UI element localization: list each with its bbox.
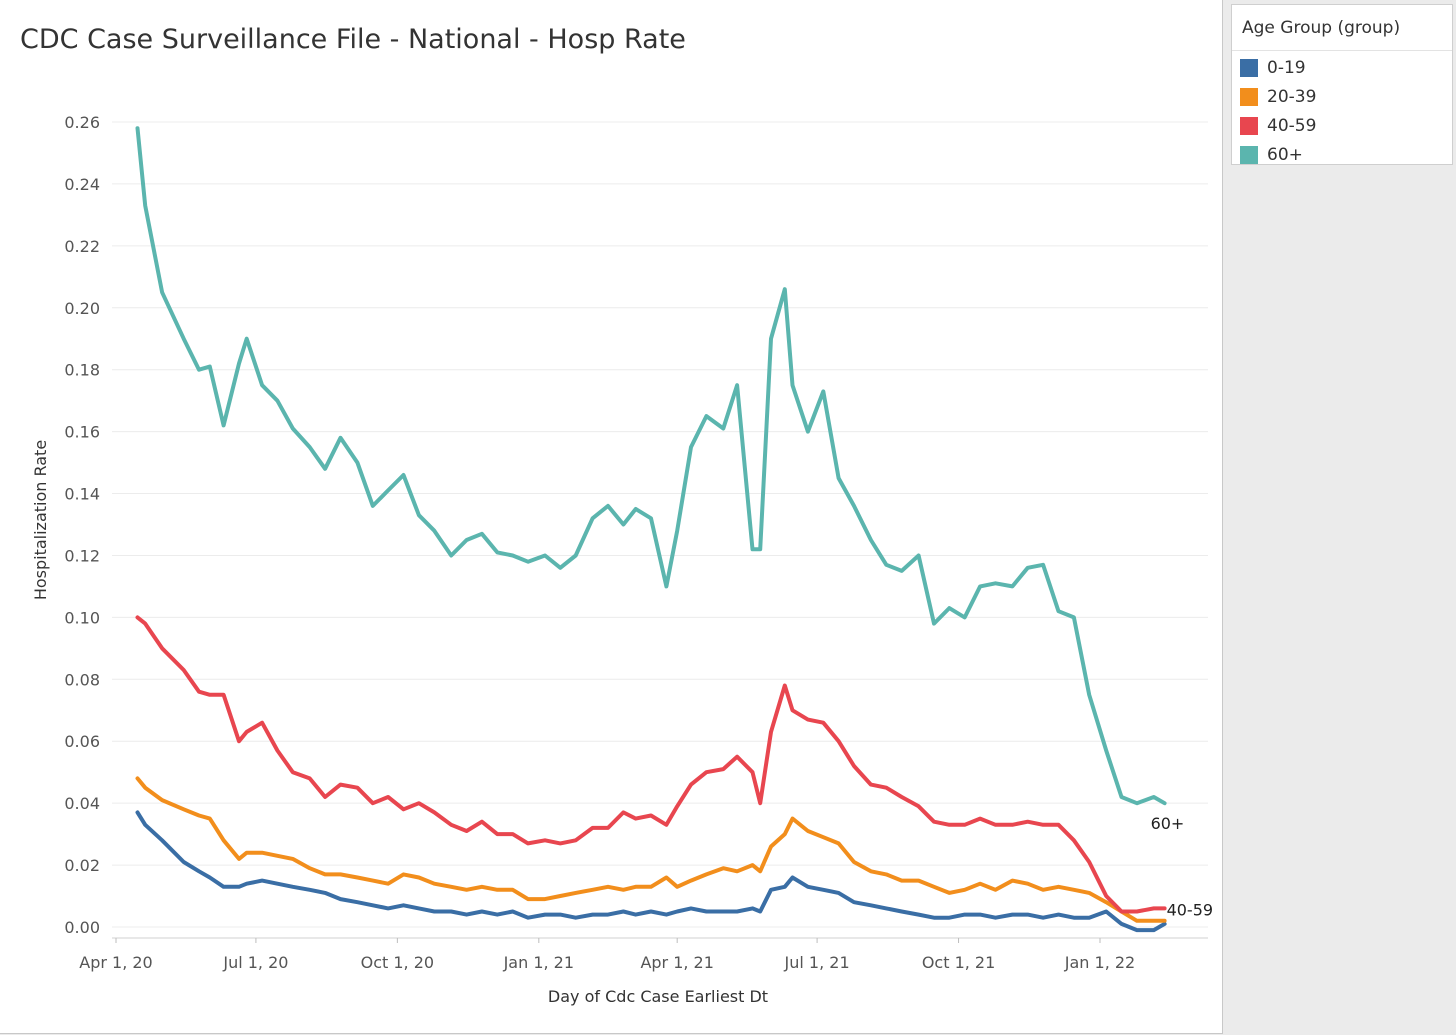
legend-swatch	[1240, 59, 1258, 77]
legend-title: Age Group (group)	[1242, 18, 1401, 38]
legend-item-60-plus[interactable]: 60+	[1240, 144, 1440, 166]
x-axis-title: Day of Cdc Case Earliest Dt	[548, 987, 768, 1006]
series-line-20-39	[135, 776, 1167, 923]
y-tick-label: 0.24	[64, 175, 100, 194]
y-tick-label: 0.16	[64, 423, 100, 442]
legend-label: 40-59	[1267, 116, 1317, 136]
chart-panel: CDC Case Surveillance File - National - …	[0, 0, 1223, 1034]
legend-divider	[1232, 50, 1452, 51]
legend-item-20-39[interactable]: 20-39	[1240, 86, 1440, 108]
y-tick-label: 0.02	[64, 856, 100, 875]
x-tick-label: Jan 1, 22	[1064, 953, 1135, 972]
x-tick-label: Jul 1, 20	[222, 953, 288, 972]
series-line-0-19	[135, 810, 1167, 933]
x-tick-label: Jan 1, 21	[503, 953, 574, 972]
y-tick-label: 0.04	[64, 794, 100, 813]
y-tick-label: 0.12	[64, 546, 100, 565]
y-tick-label: 0.26	[64, 113, 100, 132]
y-tick-label: 0.22	[64, 237, 100, 256]
series-line-60-plus	[135, 126, 1167, 806]
legend-item-0-19[interactable]: 0-19	[1240, 57, 1440, 79]
legend-label: 60+	[1267, 145, 1303, 165]
y-tick-label: 0.14	[64, 485, 100, 504]
y-tick-label: 0.00	[64, 918, 100, 937]
x-tick-label: Apr 1, 21	[640, 953, 713, 972]
legend-swatch	[1240, 117, 1258, 135]
series-line-40-59	[135, 615, 1167, 914]
y-tick-label: 0.10	[64, 608, 100, 627]
x-tick-label: Oct 1, 20	[361, 953, 434, 972]
legend-swatch	[1240, 88, 1258, 106]
legend-item-40-59[interactable]: 40-59	[1240, 115, 1440, 137]
y-axis-title: Hospitalization Rate	[31, 440, 50, 600]
chart-svg: 0.00 0.02 0.04 0.06 0.08 0.10 0.12 0.14 0.16 0.18…	[31, 113, 1214, 1006]
y-tick-label: 0.08	[64, 670, 100, 689]
legend-label: 20-39	[1267, 87, 1317, 107]
y-tick-label: 0.20	[64, 299, 100, 318]
legend-swatch	[1240, 146, 1258, 164]
end-label-60-plus: 60+	[1151, 814, 1185, 833]
x-tick-label: Oct 1, 21	[922, 953, 995, 972]
x-tick-label: Apr 1, 20	[79, 953, 152, 972]
y-tick-label: 0.18	[64, 361, 100, 380]
legend: Age Group (group) 0-19 20-39 40-59 60+	[1231, 4, 1453, 165]
legend-label: 0-19	[1267, 58, 1306, 78]
chart-title: CDC Case Surveillance File - National - …	[20, 24, 686, 55]
end-label-40-59: 40-59	[1167, 900, 1214, 919]
x-tick-label: Jul 1, 21	[784, 953, 850, 972]
y-tick-label: 0.06	[64, 732, 100, 751]
